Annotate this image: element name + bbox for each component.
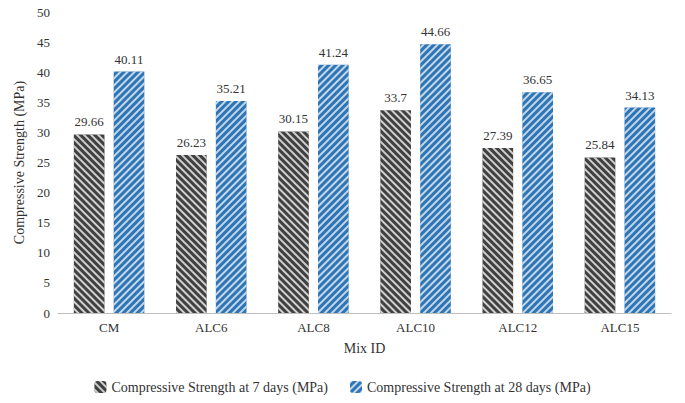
svg-text:29.66: 29.66 [75,114,105,129]
svg-text:26.23: 26.23 [177,135,206,150]
svg-text:ALC15: ALC15 [600,320,639,335]
svg-text:ALC8: ALC8 [297,320,330,335]
svg-text:5: 5 [44,275,51,290]
svg-text:40.11: 40.11 [115,52,144,67]
svg-text:50: 50 [37,5,50,20]
svg-text:34.13: 34.13 [625,88,654,103]
svg-text:ALC12: ALC12 [498,320,537,335]
svg-text:33.7: 33.7 [384,90,407,105]
svg-text:30.15: 30.15 [279,111,308,126]
svg-text:41.24: 41.24 [319,45,349,60]
svg-text:44.66: 44.66 [421,24,451,39]
svg-text:10: 10 [37,245,50,260]
svg-text:45: 45 [37,35,50,50]
svg-text:CM: CM [99,320,120,335]
svg-text:Mix ID: Mix ID [344,341,386,356]
svg-text:0: 0 [44,306,51,321]
svg-text:15: 15 [37,215,50,230]
svg-text:20: 20 [37,185,50,200]
svg-text:36.65: 36.65 [523,72,552,87]
svg-text:Compressive Strength at 7 days: Compressive Strength at 7 days (MPa) [111,380,328,396]
svg-text:40: 40 [37,65,50,80]
svg-text:35.21: 35.21 [217,81,246,96]
svg-text:Compressive Strength (MPa): Compressive Strength (MPa) [12,81,28,245]
svg-text:ALC10: ALC10 [396,320,435,335]
svg-text:Compressive Strength at 28 day: Compressive Strength at 28 days (MPa) [367,380,591,396]
svg-text:25: 25 [37,155,50,170]
svg-text:35: 35 [37,95,50,110]
svg-text:30: 30 [37,125,50,140]
svg-text:27.39: 27.39 [483,128,512,143]
svg-text:25.84: 25.84 [585,137,615,152]
svg-text:ALC6: ALC6 [195,320,228,335]
